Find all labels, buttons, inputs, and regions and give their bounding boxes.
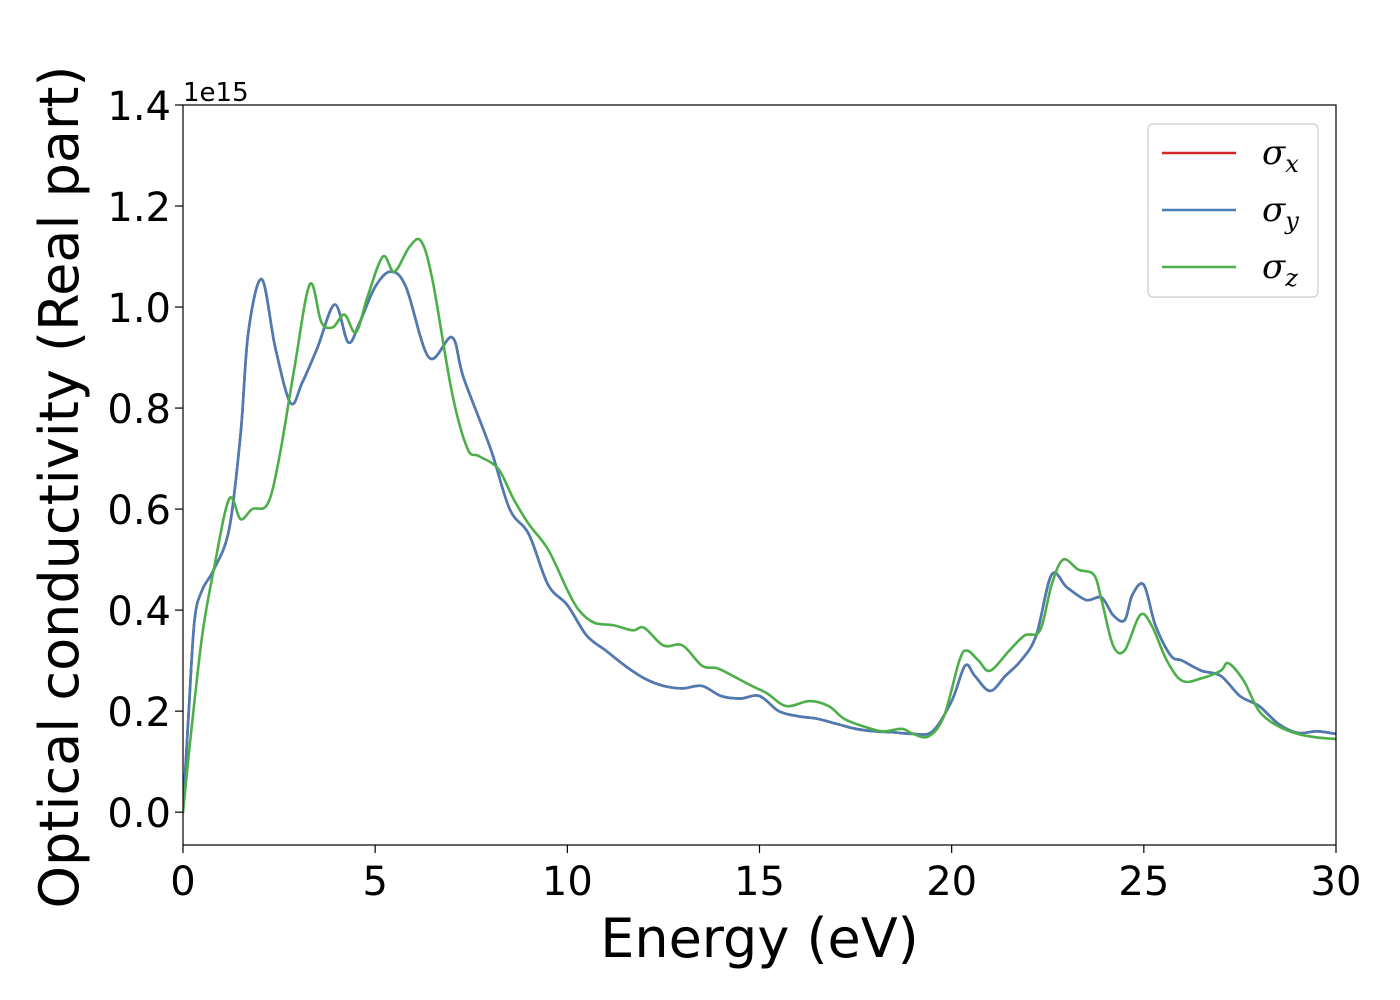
y-tick-label: 1.4 — [107, 84, 171, 130]
y-tick-label: 0.4 — [107, 589, 171, 635]
y-axis: 0.0 0.2 0.4 0.6 0.8 1.0 1.2 1.4 — [107, 84, 183, 837]
y-tick-label: 1.2 — [107, 185, 171, 231]
x-axis-title: Energy (eV) — [600, 907, 919, 970]
legend-label-sigma-z: σz — [1262, 247, 1298, 292]
x-tick-label: 10 — [542, 859, 593, 905]
y-tick-label: 0.6 — [107, 488, 171, 534]
series-layer — [183, 237, 1336, 814]
y-tick-label: 0.8 — [107, 387, 171, 433]
y-axis-offset-label: 1e15 — [183, 78, 249, 108]
x-tick-label: 30 — [1311, 859, 1362, 905]
x-axis: 0 5 10 15 20 25 30 — [170, 845, 1361, 905]
legend-label-sigma-y: σy — [1262, 190, 1299, 235]
series-line-sigma-z — [183, 237, 1336, 814]
x-tick-label: 15 — [734, 859, 785, 905]
legend-label-sigma-x: σx — [1262, 133, 1299, 178]
y-tick-label: 1.0 — [107, 286, 171, 332]
y-tick-label: 0.0 — [107, 791, 171, 837]
y-axis-title: Optical conductivity (Real part) — [28, 66, 91, 909]
series-line-sigma-y — [183, 270, 1336, 814]
x-tick-label: 5 — [362, 859, 387, 905]
x-tick-label: 20 — [926, 859, 977, 905]
y-tick-label: 0.2 — [107, 690, 171, 736]
legend: σx σy σz — [1147, 123, 1319, 298]
x-tick-label: 25 — [1118, 859, 1169, 905]
x-tick-label: 0 — [170, 859, 195, 905]
